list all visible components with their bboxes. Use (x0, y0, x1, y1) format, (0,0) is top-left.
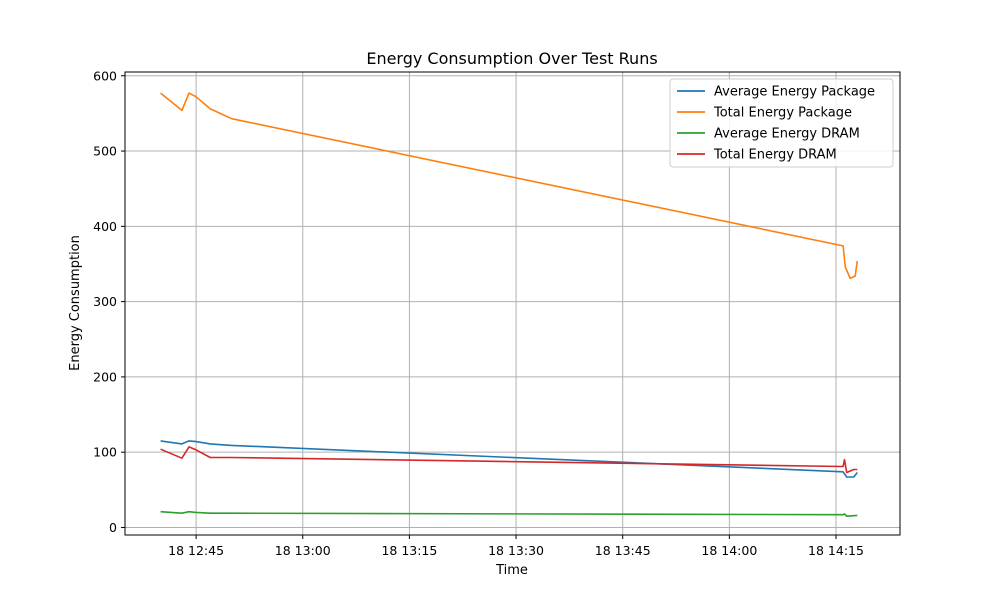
y-tick-label: 100 (93, 445, 117, 460)
y-tick-label: 400 (93, 219, 117, 234)
legend-box (669, 78, 894, 168)
plot-frame (124, 71, 901, 536)
y-axis-label: Energy Consumption (68, 235, 83, 371)
grid (125, 72, 900, 535)
y-tick-label: 300 (93, 294, 117, 309)
series-line-total-energy-package (160, 92, 859, 280)
legend: Average Energy Package Total Energy Packa… (669, 78, 894, 168)
legend-label: Total Energy DRAM (713, 148, 837, 163)
series-line-average-energy-package (160, 440, 858, 478)
series-lines (160, 92, 859, 518)
legend-label: Total Energy Package (713, 106, 852, 121)
x-tick-label: 18 13:15 (381, 543, 437, 558)
legend-label: Average Energy Package (714, 85, 875, 100)
x-axis-ticks: 18 12:45 18 13:00 18 13:15 18 13:30 18 13:45… (168, 535, 864, 558)
y-tick-label: 200 (93, 369, 117, 384)
y-tick-label: 0 (109, 520, 117, 535)
x-tick-label: 18 14:15 (808, 543, 864, 558)
x-tick-label: 18 13:00 (275, 543, 331, 558)
y-tick-label: 600 (93, 68, 117, 83)
x-axis-label: Time (495, 563, 528, 578)
legend-label: Average Energy DRAM (714, 127, 860, 142)
series-line-total-energy-dram (160, 446, 858, 474)
x-tick-label: 18 14:00 (701, 543, 757, 558)
y-axis-ticks: 0 100 200 300 400 500 600 (93, 68, 125, 535)
y-tick-label: 500 (93, 144, 117, 159)
x-tick-label: 18 12:45 (168, 543, 224, 558)
chart-title: Energy Consumption Over Test Runs (366, 49, 657, 68)
x-tick-label: 18 13:45 (595, 543, 651, 558)
series-line-average-energy-dram (160, 510, 858, 518)
x-tick-label: 18 13:30 (488, 543, 544, 558)
